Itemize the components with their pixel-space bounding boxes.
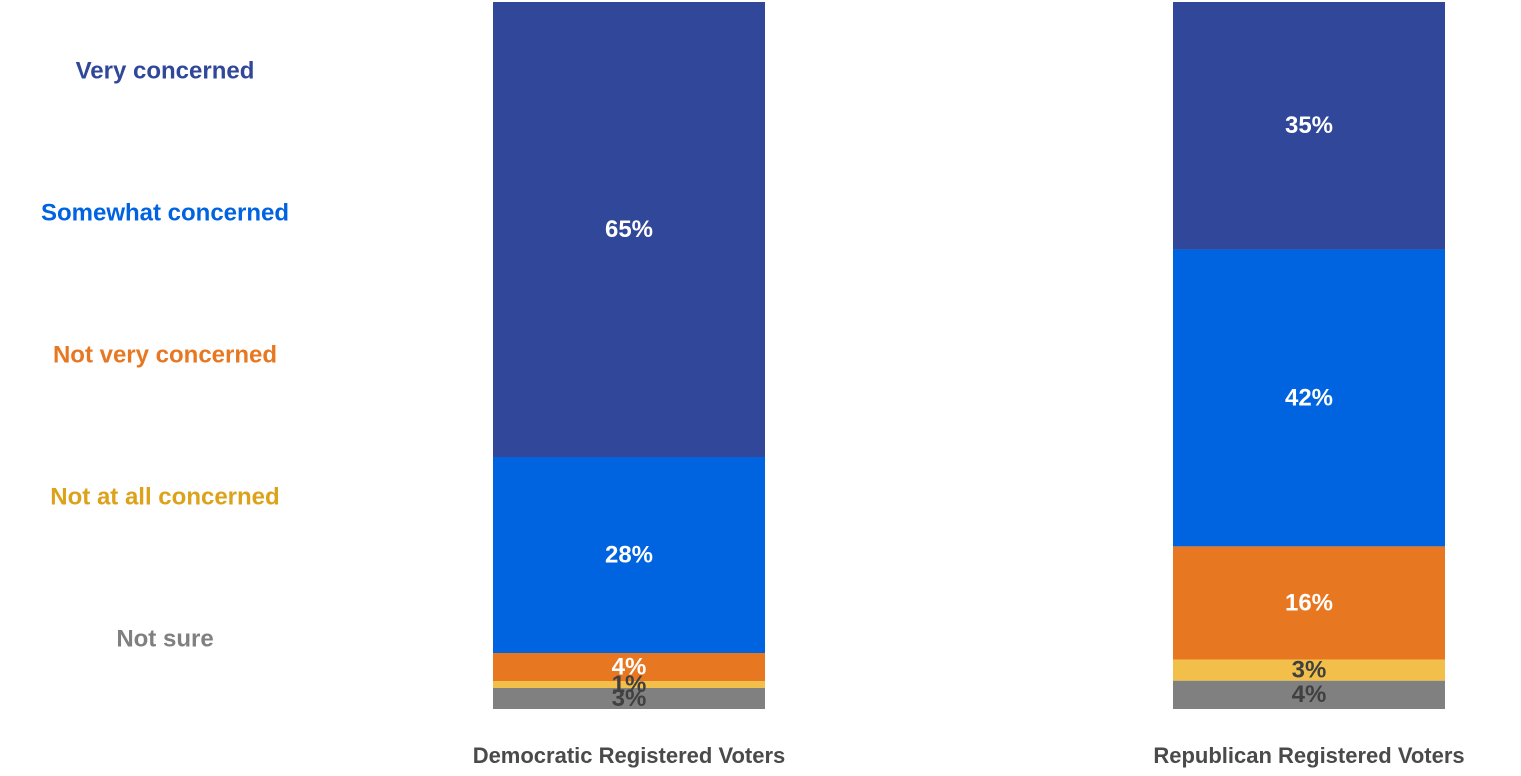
- bar-segment-democratic-not-at-all-concerned: [493, 681, 765, 688]
- bar-segment-democratic-somewhat-concerned: [493, 457, 765, 653]
- data-label-republican-somewhat-concerned: 42%: [1285, 384, 1333, 411]
- data-label-democratic-not-very-concerned: 4%: [612, 653, 647, 680]
- legend-label-not-at-all-concerned: Not at all concerned: [50, 483, 279, 510]
- data-label-democratic-not-at-all-concerned: 1%: [612, 671, 647, 698]
- bar-segment-republican-not-at-all-concerned: [1173, 659, 1445, 681]
- category-labels: Democratic Registered Voters Republican R…: [473, 743, 1465, 768]
- bar-segment-republican-somewhat-concerned: [1173, 249, 1445, 547]
- bar-segment-democratic-not-very-concerned: [493, 653, 765, 681]
- data-label-republican-very-concerned: 35%: [1285, 112, 1333, 139]
- data-label-republican-not-sure: 4%: [1292, 681, 1327, 708]
- bar-segment-democratic-very-concerned: [493, 2, 765, 457]
- data-label-republican-not-at-all-concerned: 3%: [1292, 656, 1327, 683]
- bar-segment-republican-not-sure: [1173, 680, 1445, 709]
- legend-label-somewhat-concerned: Somewhat concerned: [41, 199, 289, 226]
- bar-segment-democratic-not-sure: [493, 688, 765, 709]
- legend-label-very-concerned: Very concerned: [76, 57, 255, 84]
- bar-segment-republican-very-concerned: [1173, 2, 1445, 250]
- legend-label-not-sure: Not sure: [116, 625, 213, 652]
- legend-label-not-very-concerned: Not very concerned: [53, 341, 277, 368]
- legend: Very concerned Somewhat concerned Not very…: [41, 57, 289, 652]
- data-label-democratic-not-sure: 3%: [612, 685, 647, 712]
- data-label-democratic-somewhat-concerned: 28%: [605, 541, 653, 568]
- category-label-democratic: Democratic Registered Voters: [473, 743, 786, 768]
- data-label-republican-not-very-concerned: 16%: [1285, 589, 1333, 616]
- bar-segment-republican-not-very-concerned: [1173, 546, 1445, 660]
- category-label-republican: Republican Registered Voters: [1153, 743, 1464, 768]
- data-label-democratic-very-concerned: 65%: [605, 216, 653, 243]
- bars: 65%28%4%1%3%35%42%16%3%4%: [493, 2, 1445, 712]
